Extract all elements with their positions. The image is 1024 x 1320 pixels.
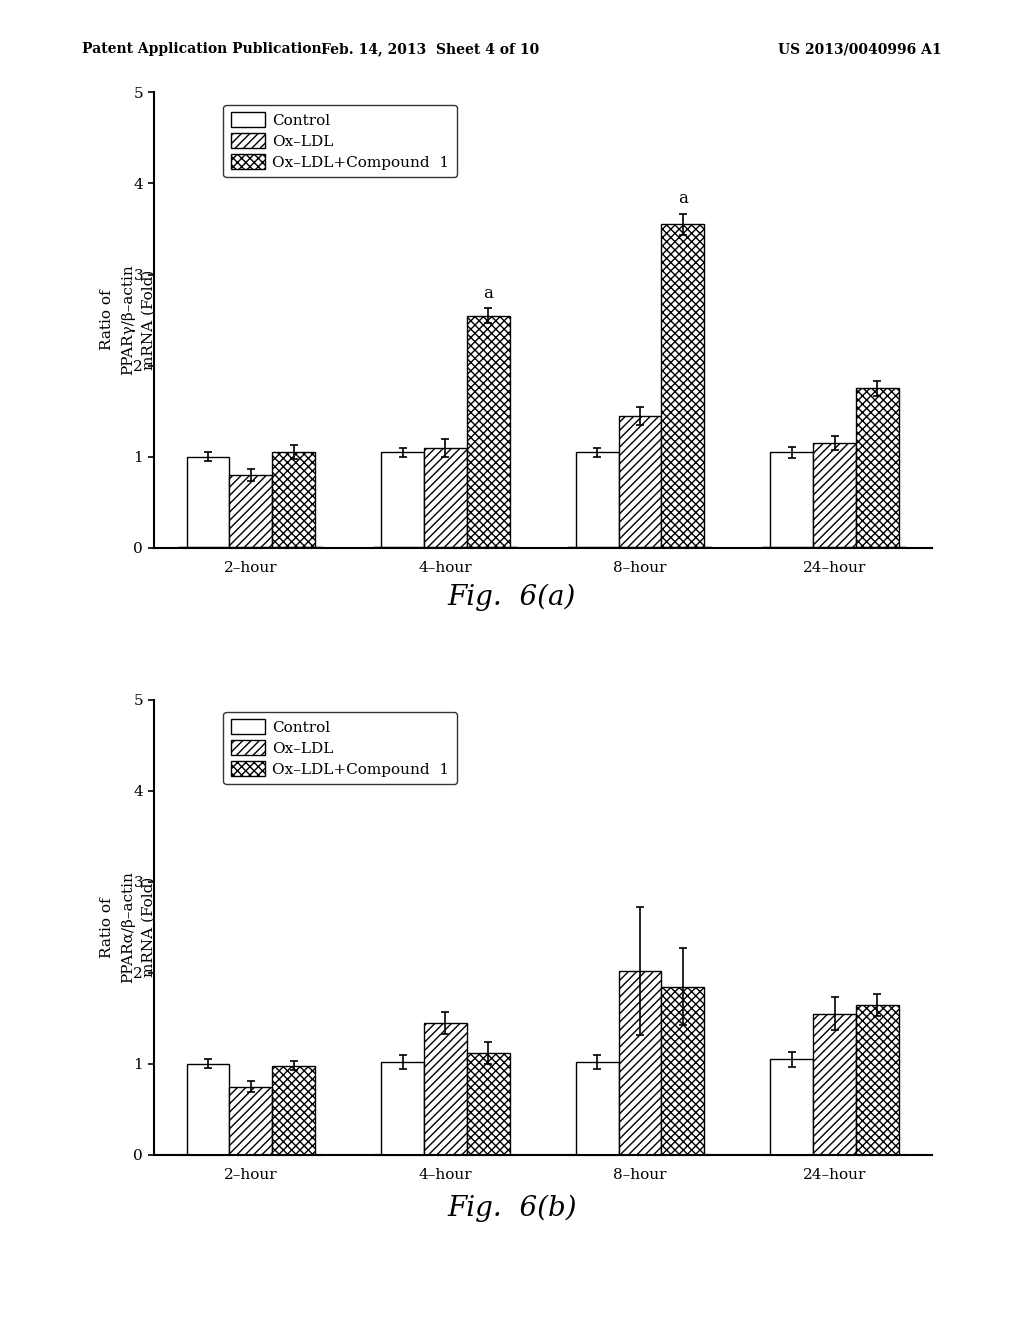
Y-axis label: Ratio of
PPARα/β–actin
mRNA (Fold): Ratio of PPARα/β–actin mRNA (Fold) bbox=[100, 871, 156, 983]
Bar bbox=[272, 453, 315, 548]
Text: a: a bbox=[483, 285, 494, 302]
Bar bbox=[424, 1023, 467, 1155]
Bar bbox=[662, 986, 705, 1155]
Bar bbox=[856, 388, 899, 548]
Legend: Control, Ox–LDL, Ox–LDL+Compound  1: Control, Ox–LDL, Ox–LDL+Compound 1 bbox=[223, 104, 457, 177]
Text: Fig.  6(a): Fig. 6(a) bbox=[447, 583, 577, 611]
Bar bbox=[618, 972, 662, 1155]
Bar bbox=[575, 1063, 618, 1155]
Bar bbox=[229, 1086, 272, 1155]
Bar bbox=[813, 1014, 856, 1155]
Bar bbox=[424, 447, 467, 548]
Bar bbox=[770, 1060, 813, 1155]
Bar bbox=[575, 453, 618, 548]
Bar bbox=[381, 1063, 424, 1155]
Bar bbox=[272, 1065, 315, 1155]
Bar bbox=[229, 475, 272, 548]
Bar bbox=[186, 457, 229, 548]
Text: US 2013/0040996 A1: US 2013/0040996 A1 bbox=[778, 42, 942, 57]
Text: a: a bbox=[678, 190, 688, 207]
Text: Patent Application Publication: Patent Application Publication bbox=[82, 42, 322, 57]
Bar bbox=[856, 1005, 899, 1155]
Text: Feb. 14, 2013  Sheet 4 of 10: Feb. 14, 2013 Sheet 4 of 10 bbox=[321, 42, 540, 57]
Bar bbox=[186, 1064, 229, 1155]
Bar bbox=[618, 416, 662, 548]
Text: Fig.  6(b): Fig. 6(b) bbox=[447, 1195, 577, 1222]
Bar bbox=[813, 444, 856, 548]
Bar bbox=[662, 224, 705, 548]
Bar bbox=[467, 1053, 510, 1155]
Bar bbox=[770, 453, 813, 548]
Legend: Control, Ox–LDL, Ox–LDL+Compound  1: Control, Ox–LDL, Ox–LDL+Compound 1 bbox=[223, 711, 457, 784]
Bar bbox=[381, 453, 424, 548]
Y-axis label: Ratio of
PPARγ/β–actin
mRNA (Fold): Ratio of PPARγ/β–actin mRNA (Fold) bbox=[100, 265, 156, 375]
Bar bbox=[467, 315, 510, 548]
